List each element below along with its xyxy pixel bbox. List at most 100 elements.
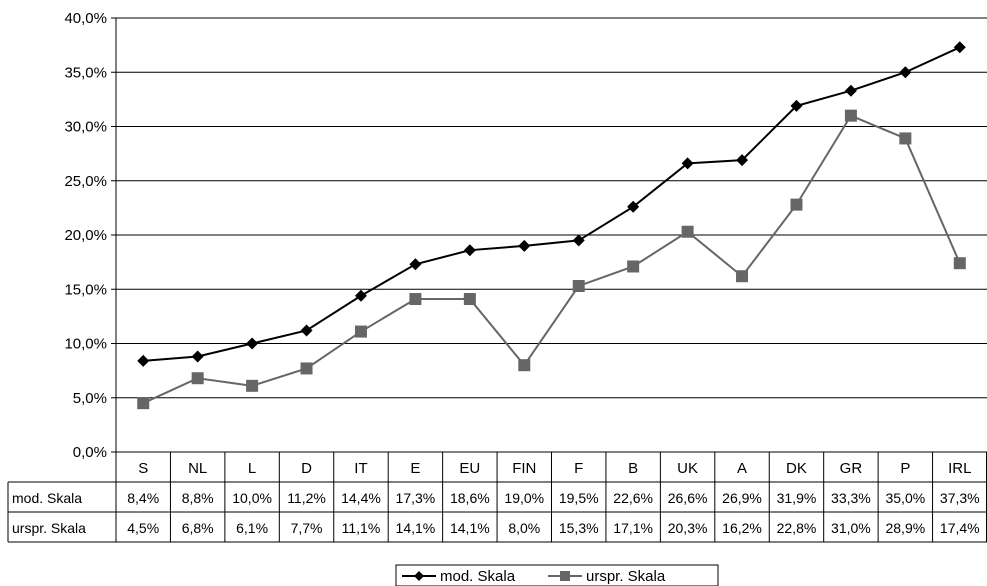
category-label-E: E	[410, 460, 420, 477]
y-tick-label-4: 20,0%	[64, 227, 107, 244]
legend-marker-0	[414, 571, 424, 581]
table-value-0-6: 18,6%	[450, 490, 490, 506]
table-value-0-14: 35,0%	[885, 490, 925, 506]
marker-0-3	[300, 324, 313, 337]
marker-1-12	[790, 198, 803, 211]
legend-label-0: mod. Skala	[440, 568, 516, 585]
marker-0-2	[246, 337, 259, 350]
marker-0-15	[953, 41, 966, 54]
category-label-UK: UK	[677, 460, 698, 477]
category-label-B: B	[628, 460, 638, 477]
marker-0-0	[137, 354, 150, 367]
marker-1-6	[463, 293, 476, 306]
table-series-name-0: mod. Skala	[12, 490, 82, 506]
y-tick-label-0: 0,0%	[73, 444, 107, 461]
legend-marker-1	[560, 571, 570, 581]
marker-1-3	[300, 362, 313, 375]
y-tick-label-7: 35,0%	[64, 64, 107, 81]
table-value-1-4: 11,1%	[342, 520, 381, 536]
table-value-1-6: 14,1%	[450, 520, 490, 536]
table-value-1-1: 6,8%	[182, 520, 214, 536]
marker-1-1	[191, 372, 204, 385]
table-value-1-15: 17,4%	[940, 520, 980, 536]
category-label-DK: DK	[786, 460, 807, 477]
table-value-1-9: 17,1%	[613, 520, 653, 536]
table-value-0-9: 22,6%	[613, 490, 653, 506]
y-tick-label-5: 25,0%	[64, 173, 107, 190]
category-label-L: L	[248, 460, 256, 477]
marker-1-14	[899, 132, 912, 145]
marker-0-13	[844, 84, 857, 97]
table-value-0-11: 26,9%	[722, 490, 762, 506]
y-tick-label-6: 30,0%	[64, 119, 107, 136]
marker-1-11	[736, 270, 749, 283]
category-label-P: P	[900, 460, 910, 477]
marker-0-1	[191, 350, 204, 363]
table-value-0-10: 26,6%	[668, 490, 708, 506]
marker-1-4	[354, 325, 367, 338]
table-value-1-11: 16,2%	[722, 520, 762, 536]
marker-1-0	[137, 397, 150, 410]
table-value-0-2: 10,0%	[232, 490, 272, 506]
marker-0-6	[463, 244, 476, 257]
marker-1-5	[409, 293, 422, 306]
table-value-1-8: 15,3%	[559, 520, 599, 536]
table-value-0-3: 11,2%	[287, 490, 326, 506]
category-label-A: A	[737, 460, 747, 477]
marker-1-2	[246, 379, 259, 392]
marker-0-7	[518, 239, 531, 252]
table-series-name-1: urspr. Skala	[12, 520, 86, 536]
y-axis: 0,0% 5,0% 10,0% 15,0% 20,0% 25,0% 30,0% 35,0% 40…	[64, 10, 117, 461]
table-value-0-1: 8,8%	[182, 490, 214, 506]
table-value-1-10: 20,3%	[668, 520, 708, 536]
marker-1-10	[681, 225, 694, 238]
gridlines	[116, 17, 987, 399]
category-label-GR: GR	[840, 460, 863, 477]
y-tick-label-2: 10,0%	[64, 336, 107, 353]
table-value-1-13: 31,0%	[831, 520, 871, 536]
table-value-1-5: 14,1%	[396, 520, 436, 536]
table-value-0-4: 14,4%	[341, 490, 381, 506]
marker-0-8	[572, 234, 585, 247]
series-line-1	[142, 114, 961, 405]
category-label-S: S	[138, 460, 148, 477]
marker-1-7	[518, 359, 531, 372]
marker-0-4	[354, 289, 367, 302]
category-label-D: D	[301, 460, 312, 477]
legend-label-1: urspr. Skala	[586, 568, 666, 585]
category-label-EU: EU	[459, 460, 480, 477]
table-value-0-15: 37,3%	[940, 490, 980, 506]
series-line-0	[143, 46, 961, 362]
marker-0-12	[790, 99, 803, 112]
table-value-0-0: 8,4%	[127, 490, 159, 506]
y-tick-label-1: 5,0%	[73, 390, 107, 407]
marker-0-10	[681, 157, 694, 170]
marker-1-15	[953, 257, 966, 270]
marker-0-14	[899, 66, 912, 79]
table-value-1-12: 22,8%	[777, 520, 817, 536]
marker-1-8	[572, 279, 585, 292]
marker-1-13	[844, 109, 857, 122]
table-value-0-13: 33,3%	[831, 490, 871, 506]
y-tick-label-8: 40,0%	[64, 10, 107, 27]
table-value-1-14: 28,9%	[885, 520, 925, 536]
series-lines	[137, 41, 966, 410]
marker-0-5	[409, 258, 422, 271]
category-label-IT: IT	[354, 460, 367, 477]
data-table: S NL L D IT E EU FIN F B UK A DK GR P IRL mod. Skala 8,4%…	[7, 451, 987, 543]
marker-0-9	[627, 200, 640, 213]
marker-0-11	[736, 154, 749, 167]
table-value-1-0: 4,5%	[127, 520, 159, 536]
table-value-0-7: 19,0%	[504, 490, 544, 506]
category-label-IRL: IRL	[948, 460, 971, 477]
category-label-F: F	[574, 460, 583, 477]
category-label-NL: NL	[188, 460, 207, 477]
table-value-0-12: 31,9%	[777, 490, 817, 506]
y-tick-label-3: 15,0%	[64, 281, 107, 298]
table-value-1-3: 7,7%	[291, 520, 323, 536]
table-value-0-8: 19,5%	[559, 490, 599, 506]
legend: mod. Skala urspr. Skala	[395, 564, 719, 586]
table-value-1-2: 6,1%	[236, 520, 268, 536]
table-value-1-7: 8,0%	[508, 520, 540, 536]
